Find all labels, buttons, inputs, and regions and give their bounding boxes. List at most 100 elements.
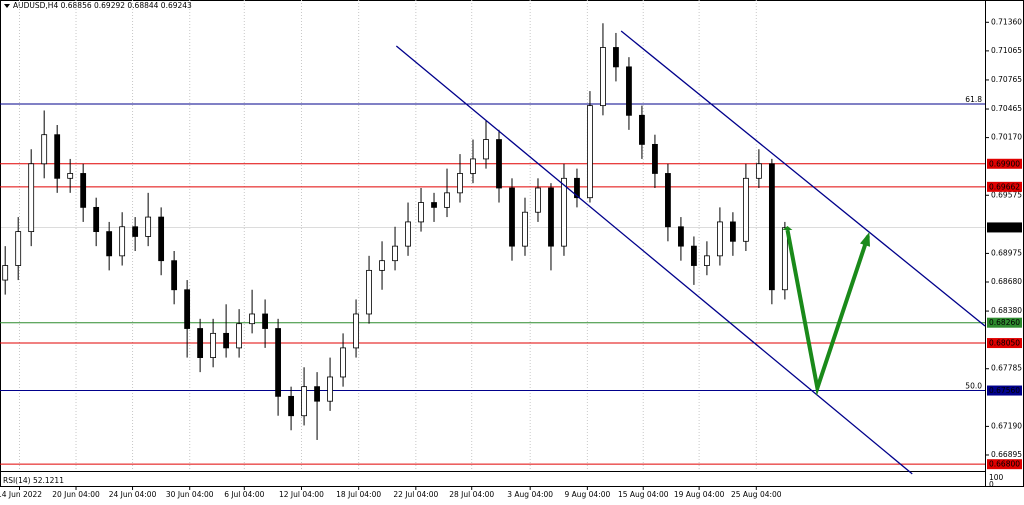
candle-body (626, 66, 632, 116)
menu-triangle (4, 4, 10, 8)
candle-body (691, 245, 697, 266)
level-label-bg (987, 181, 1022, 192)
candle-body (119, 226, 126, 257)
level-label: 0.69662 (989, 182, 1020, 191)
x-tick-label: 14 Jun 2022 (0, 490, 42, 499)
forecast-arrow (785, 229, 870, 396)
candle-body (236, 323, 243, 349)
x-tick-label: 28 Jul 04:00 (449, 490, 494, 499)
level-label: 0.69900 (989, 159, 1020, 168)
candle-body (730, 221, 736, 242)
candle-body (223, 332, 230, 349)
candle-body (28, 163, 35, 233)
candle-body (158, 216, 165, 262)
trend-line (395, 45, 913, 475)
candle-body (781, 227, 788, 291)
candle-body (444, 192, 450, 208)
candle-body (574, 177, 580, 199)
y-tick-label: 0.67190 (991, 421, 1022, 430)
candle-body (509, 187, 515, 247)
x-tick-label: 19 Aug 04:00 (674, 490, 725, 499)
candle-body (353, 313, 359, 349)
candle-body (755, 163, 762, 179)
candle-body (392, 245, 398, 262)
candle-body (54, 134, 61, 179)
x-tick-label: 3 Aug 04:00 (507, 490, 553, 499)
candle-body (704, 255, 710, 266)
drawings (395, 30, 986, 475)
candle-body (145, 216, 152, 237)
chart-title: AUDUSD,H4 0.68856 0.69292 0.68844 0.6924… (13, 1, 192, 10)
level-label-bg (987, 385, 1022, 396)
level-tag: 50.0 (965, 382, 982, 391)
candle-body (340, 347, 346, 378)
candle-body (470, 158, 476, 174)
candle-body (742, 177, 749, 242)
candle-body (288, 395, 294, 417)
candle-body (197, 328, 204, 358)
y-tick-label: 0.70170 (991, 133, 1022, 142)
level-tag: 61.8 (965, 95, 982, 104)
candle-body (67, 173, 74, 179)
candle-body (535, 187, 541, 213)
x-tick-label: 6 Jul 04:00 (224, 490, 264, 499)
y-tick-label: 0.68680 (991, 277, 1022, 286)
candle-body (717, 221, 723, 257)
x-tick-label: 24 Jun 04:00 (109, 490, 157, 499)
candle-body (522, 211, 528, 247)
level-label-bg (987, 317, 1022, 328)
x-tick-label: 30 Jun 04:00 (166, 490, 214, 499)
x-tick-label: 25 Aug 04:00 (731, 490, 782, 499)
candle-body (600, 47, 606, 107)
candle-body (80, 173, 87, 208)
y-tick-label: 0.68380 (991, 306, 1022, 315)
candle-body (379, 260, 385, 271)
y-tick-label: 0.66895 (991, 450, 1022, 459)
y-tick-label: 0.71065 (991, 46, 1022, 55)
candle-body (366, 269, 372, 315)
candle-body (768, 163, 775, 291)
grid (18, 0, 757, 471)
level-label: 0.69243 (989, 223, 1020, 232)
candle-body (184, 289, 191, 329)
level-label: 0.68260 (989, 318, 1020, 327)
x-tick-label: 9 Aug 04:00 (564, 490, 610, 499)
level-label: 0.67560 (989, 386, 1020, 395)
arrow-head (782, 225, 793, 230)
candle-body (561, 177, 567, 247)
level-label-bg (987, 222, 1022, 233)
candle-body (262, 313, 268, 329)
y-tick-label: 0.70765 (991, 75, 1022, 84)
candle-body (678, 226, 684, 247)
candle-body (15, 231, 22, 266)
x-tick-label: 12 Jul 04:00 (279, 490, 324, 499)
candle-body (93, 206, 100, 233)
candle-body (275, 328, 281, 397)
y-tick-label: 0.67785 (991, 364, 1022, 373)
level-label-bg (987, 158, 1022, 169)
levels: 61.8 50.0 (0, 95, 985, 465)
level-label-bg (987, 459, 1022, 470)
candle-body (132, 226, 139, 237)
indicator-scale: 0 (989, 480, 994, 489)
candle-body (483, 139, 489, 160)
indicator-label: RSI(14) 52.1211 (3, 476, 64, 485)
candle-body (496, 139, 502, 189)
arrow-head (859, 232, 870, 247)
level-label-bg (987, 338, 1022, 349)
candle-body (210, 332, 217, 358)
candle-body (249, 313, 255, 325)
x-tick-label: 20 Jun 04:00 (52, 490, 100, 499)
trend-line (620, 30, 986, 327)
candle-body (639, 114, 645, 145)
y-tick-label: 0.70465 (991, 104, 1022, 113)
candle-body (405, 221, 411, 247)
candle-body (431, 202, 437, 208)
candles (2, 23, 788, 440)
candle-body (613, 47, 619, 68)
candle-body (2, 265, 9, 281)
indicator-scale: 100 (989, 473, 1004, 482)
y-tick-label: 0.71360 (991, 17, 1022, 26)
